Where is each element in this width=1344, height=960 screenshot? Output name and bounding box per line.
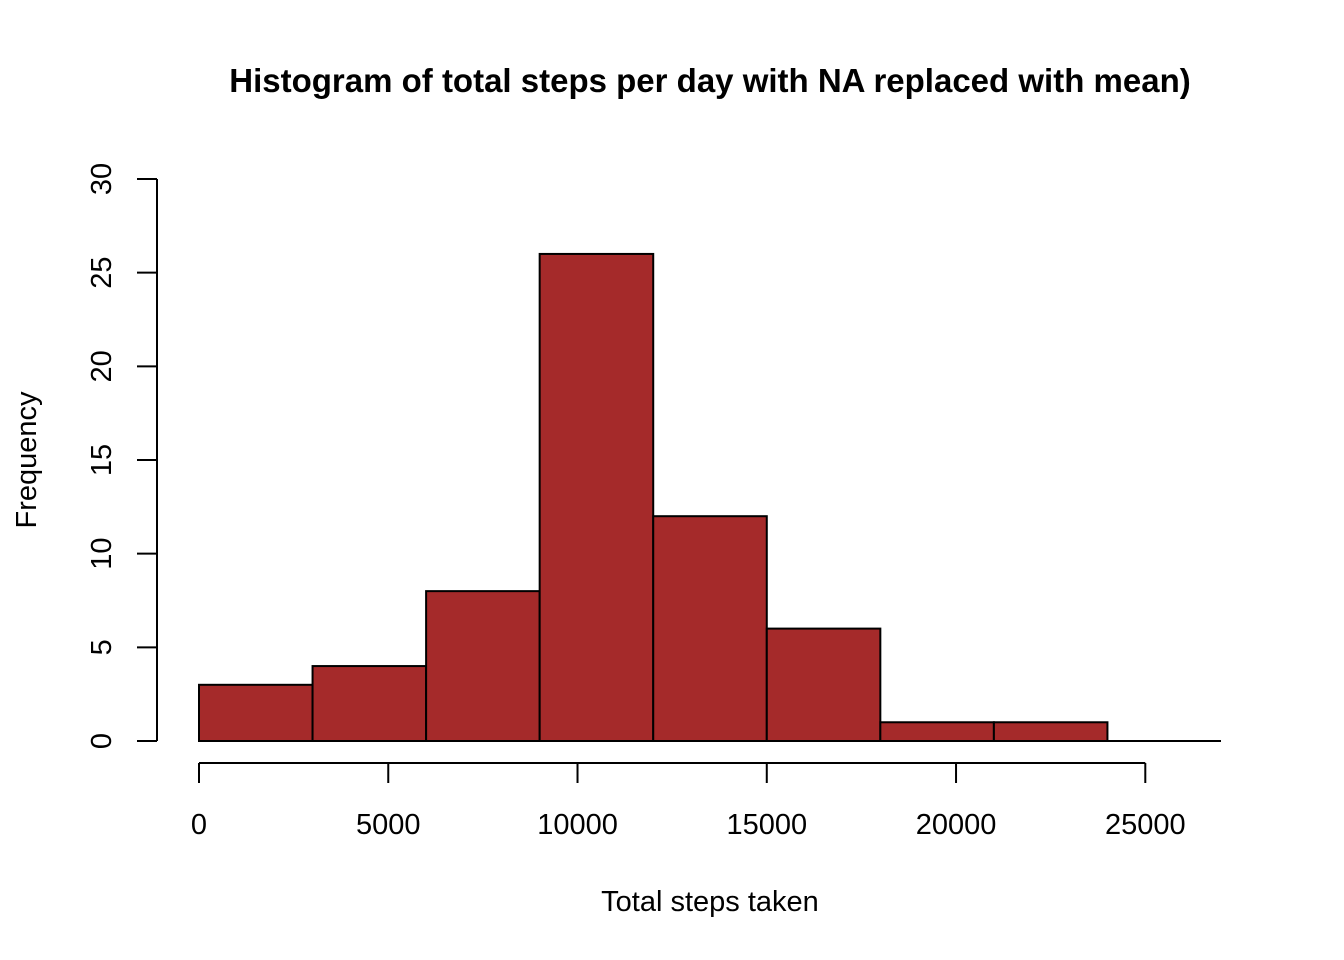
x-tick-label-0: 0	[191, 809, 207, 841]
x-tick-label-3: 15000	[726, 809, 807, 841]
x-tick-label-1: 5000	[356, 809, 421, 841]
histogram-bar-2	[425, 590, 541, 743]
histogram-bar-5	[765, 627, 882, 742]
y-tick-label-3: 15	[86, 444, 118, 476]
x-tick-label-4: 20000	[916, 809, 997, 841]
y-axis: 0 5 10 15 20 25 30	[86, 163, 158, 749]
y-tick-label-0: 0	[86, 733, 118, 749]
histogram-bar-0	[198, 683, 314, 742]
bars-group	[198, 252, 1221, 743]
histogram-bar-3	[538, 252, 655, 743]
y-tick-label-5: 25	[86, 257, 118, 289]
histogram-bar-7	[992, 721, 1109, 742]
histogram-bar-6	[879, 721, 995, 742]
x-tick-label-2: 10000	[537, 809, 618, 841]
histogram-bar-4	[652, 515, 768, 743]
x-axis-label: Total steps taken	[601, 886, 819, 918]
y-tick-label-2: 10	[86, 538, 118, 570]
chart-title: Histogram of total steps per day with NA…	[229, 62, 1190, 99]
x-axis: 0 5000 10000 15000 20000 25000	[191, 762, 1186, 841]
x-tick-label-5: 25000	[1105, 809, 1186, 841]
y-axis-label: Frequency	[11, 391, 43, 529]
y-tick-label-1: 5	[86, 639, 118, 655]
y-tick-label-6: 30	[86, 163, 118, 195]
histogram-bar-1	[311, 665, 428, 742]
y-tick-label-4: 20	[86, 350, 118, 382]
